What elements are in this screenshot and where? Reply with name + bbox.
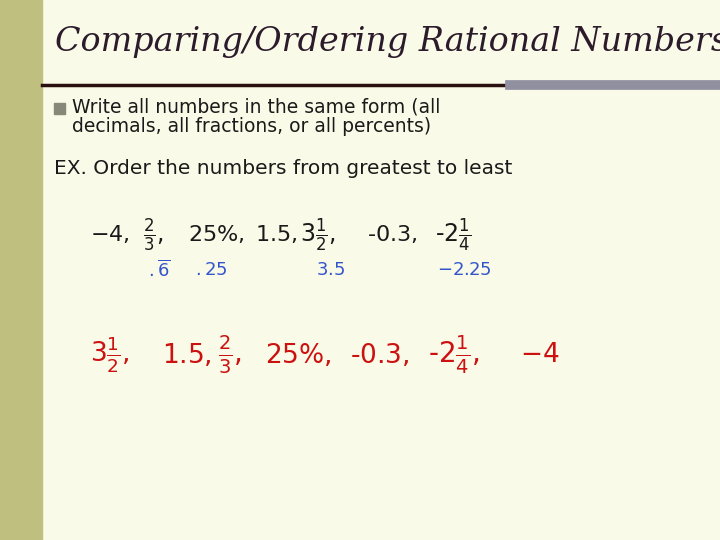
Text: $\text{-0.3,}$: $\text{-0.3,}$	[367, 224, 418, 246]
Text: $3\frac{1}{2},$: $3\frac{1}{2},$	[300, 217, 336, 254]
Text: $\text{-2}\frac{1}{4}$: $\text{-2}\frac{1}{4}$	[435, 217, 471, 254]
Text: $.25$: $.25$	[195, 261, 228, 279]
Text: EX. Order the numbers from greatest to least: EX. Order the numbers from greatest to l…	[54, 159, 513, 178]
Text: Comparing/Ordering Rational Numbers: Comparing/Ordering Rational Numbers	[55, 26, 720, 58]
Text: $1.5,$: $1.5,$	[162, 341, 212, 368]
Bar	[54, 103, 65, 114]
Text: $\text{-0.3,}$: $\text{-0.3,}$	[350, 341, 410, 368]
Text: $-4,$: $-4,$	[90, 224, 130, 246]
Text: $1.5,$: $1.5,$	[255, 224, 297, 246]
Text: $25\%,$: $25\%,$	[188, 224, 244, 246]
Text: $\frac{2}{3},$: $\frac{2}{3},$	[143, 217, 163, 254]
Text: $25\%,$: $25\%,$	[265, 341, 331, 368]
Text: $-2.25$: $-2.25$	[437, 261, 492, 279]
Text: decimals, all fractions, or all percents): decimals, all fractions, or all percents…	[72, 118, 431, 137]
Text: $\frac{2}{3},$: $\frac{2}{3},$	[218, 334, 242, 376]
Text: Write all numbers in the same form (all: Write all numbers in the same form (all	[72, 98, 441, 117]
Text: $\text{-2}\frac{1}{4},$: $\text{-2}\frac{1}{4},$	[428, 334, 480, 376]
Bar	[0, 0, 42, 540]
Text: $3.5$: $3.5$	[316, 261, 345, 279]
Text: $.\overline{6}$: $.\overline{6}$	[148, 259, 171, 281]
Text: $-4$: $-4$	[520, 342, 559, 368]
Text: $3\frac{1}{2},$: $3\frac{1}{2},$	[90, 335, 130, 375]
